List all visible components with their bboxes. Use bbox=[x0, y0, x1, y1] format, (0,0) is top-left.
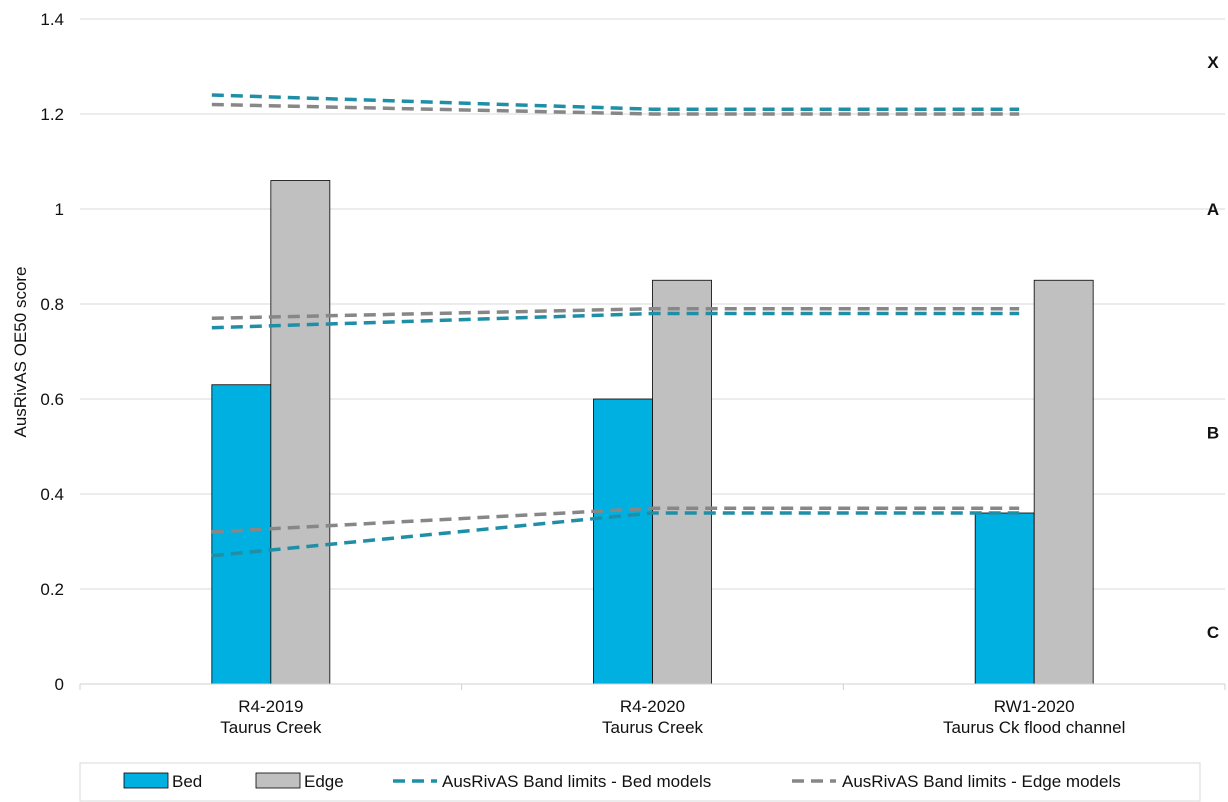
category-label: Taurus Creek bbox=[220, 718, 322, 737]
legend: Bed Edge AusRivAS Band limits - Bed models… bbox=[123, 772, 1121, 791]
legend-edge-swatch bbox=[255, 772, 301, 789]
legend-bed-band-limits-label: AusRivAS Band limits - Bed models bbox=[442, 772, 711, 791]
category-label: Taurus Ck flood channel bbox=[943, 718, 1125, 737]
legend-bed-label: Bed bbox=[172, 772, 202, 791]
band-limit-line-edge-0 bbox=[211, 102, 1020, 116]
category-label: R4-2019 bbox=[238, 697, 303, 716]
bar-edge-0 bbox=[270, 180, 331, 685]
category-labels: R4-2019 Taurus Creek R4-2020 Taurus Creek RW… bbox=[220, 697, 1125, 737]
band-limit-line-bed-1 bbox=[211, 311, 1020, 330]
band-label-c: C bbox=[1207, 623, 1219, 642]
bar-edge-1 bbox=[652, 279, 712, 685]
y-tick-label: 0 bbox=[55, 675, 64, 694]
bar-bed-2 bbox=[974, 512, 1035, 685]
bar-bed-0 bbox=[211, 384, 272, 685]
band-labels: X A B C bbox=[1207, 53, 1219, 642]
y-tick-label: 1.4 bbox=[40, 10, 64, 29]
category-label: R4-2020 bbox=[620, 697, 685, 716]
bar-edge-2 bbox=[1033, 279, 1094, 685]
y-tick-label: 0.2 bbox=[40, 580, 64, 599]
band-label-a: A bbox=[1207, 200, 1219, 219]
band-limit-line-bed-2 bbox=[211, 511, 1020, 558]
band-label-x: X bbox=[1207, 53, 1219, 72]
y-tick-label: 0.8 bbox=[40, 295, 64, 314]
category-label: RW1-2020 bbox=[994, 697, 1075, 716]
band-limit-line-edge-2 bbox=[211, 506, 1020, 534]
x-axis-ticks bbox=[79, 684, 1226, 690]
y-tick-labels: 0 0.2 0.4 0.6 0.8 1 1.2 1.4 bbox=[40, 10, 64, 694]
y-tick-label: 0.4 bbox=[40, 485, 64, 504]
y-axis-title: AusRivAS OE50 score bbox=[11, 266, 30, 437]
band-limit-line-bed-0 bbox=[211, 93, 1020, 111]
band-limit-line-edge-1 bbox=[211, 307, 1020, 320]
y-tick-label: 1 bbox=[55, 200, 64, 219]
bars bbox=[211, 180, 1094, 685]
bar-bed-1 bbox=[593, 398, 653, 685]
band-limit-lines bbox=[211, 93, 1020, 558]
legend-edge-label: Edge bbox=[304, 772, 344, 791]
legend-bed-swatch bbox=[123, 772, 169, 789]
y-tick-label: 0.6 bbox=[40, 390, 64, 409]
y-tick-label: 1.2 bbox=[40, 105, 64, 124]
category-label: Taurus Creek bbox=[602, 718, 704, 737]
legend-edge-band-limits-label: AusRivAS Band limits - Edge models bbox=[842, 772, 1121, 791]
band-label-b: B bbox=[1207, 423, 1219, 442]
